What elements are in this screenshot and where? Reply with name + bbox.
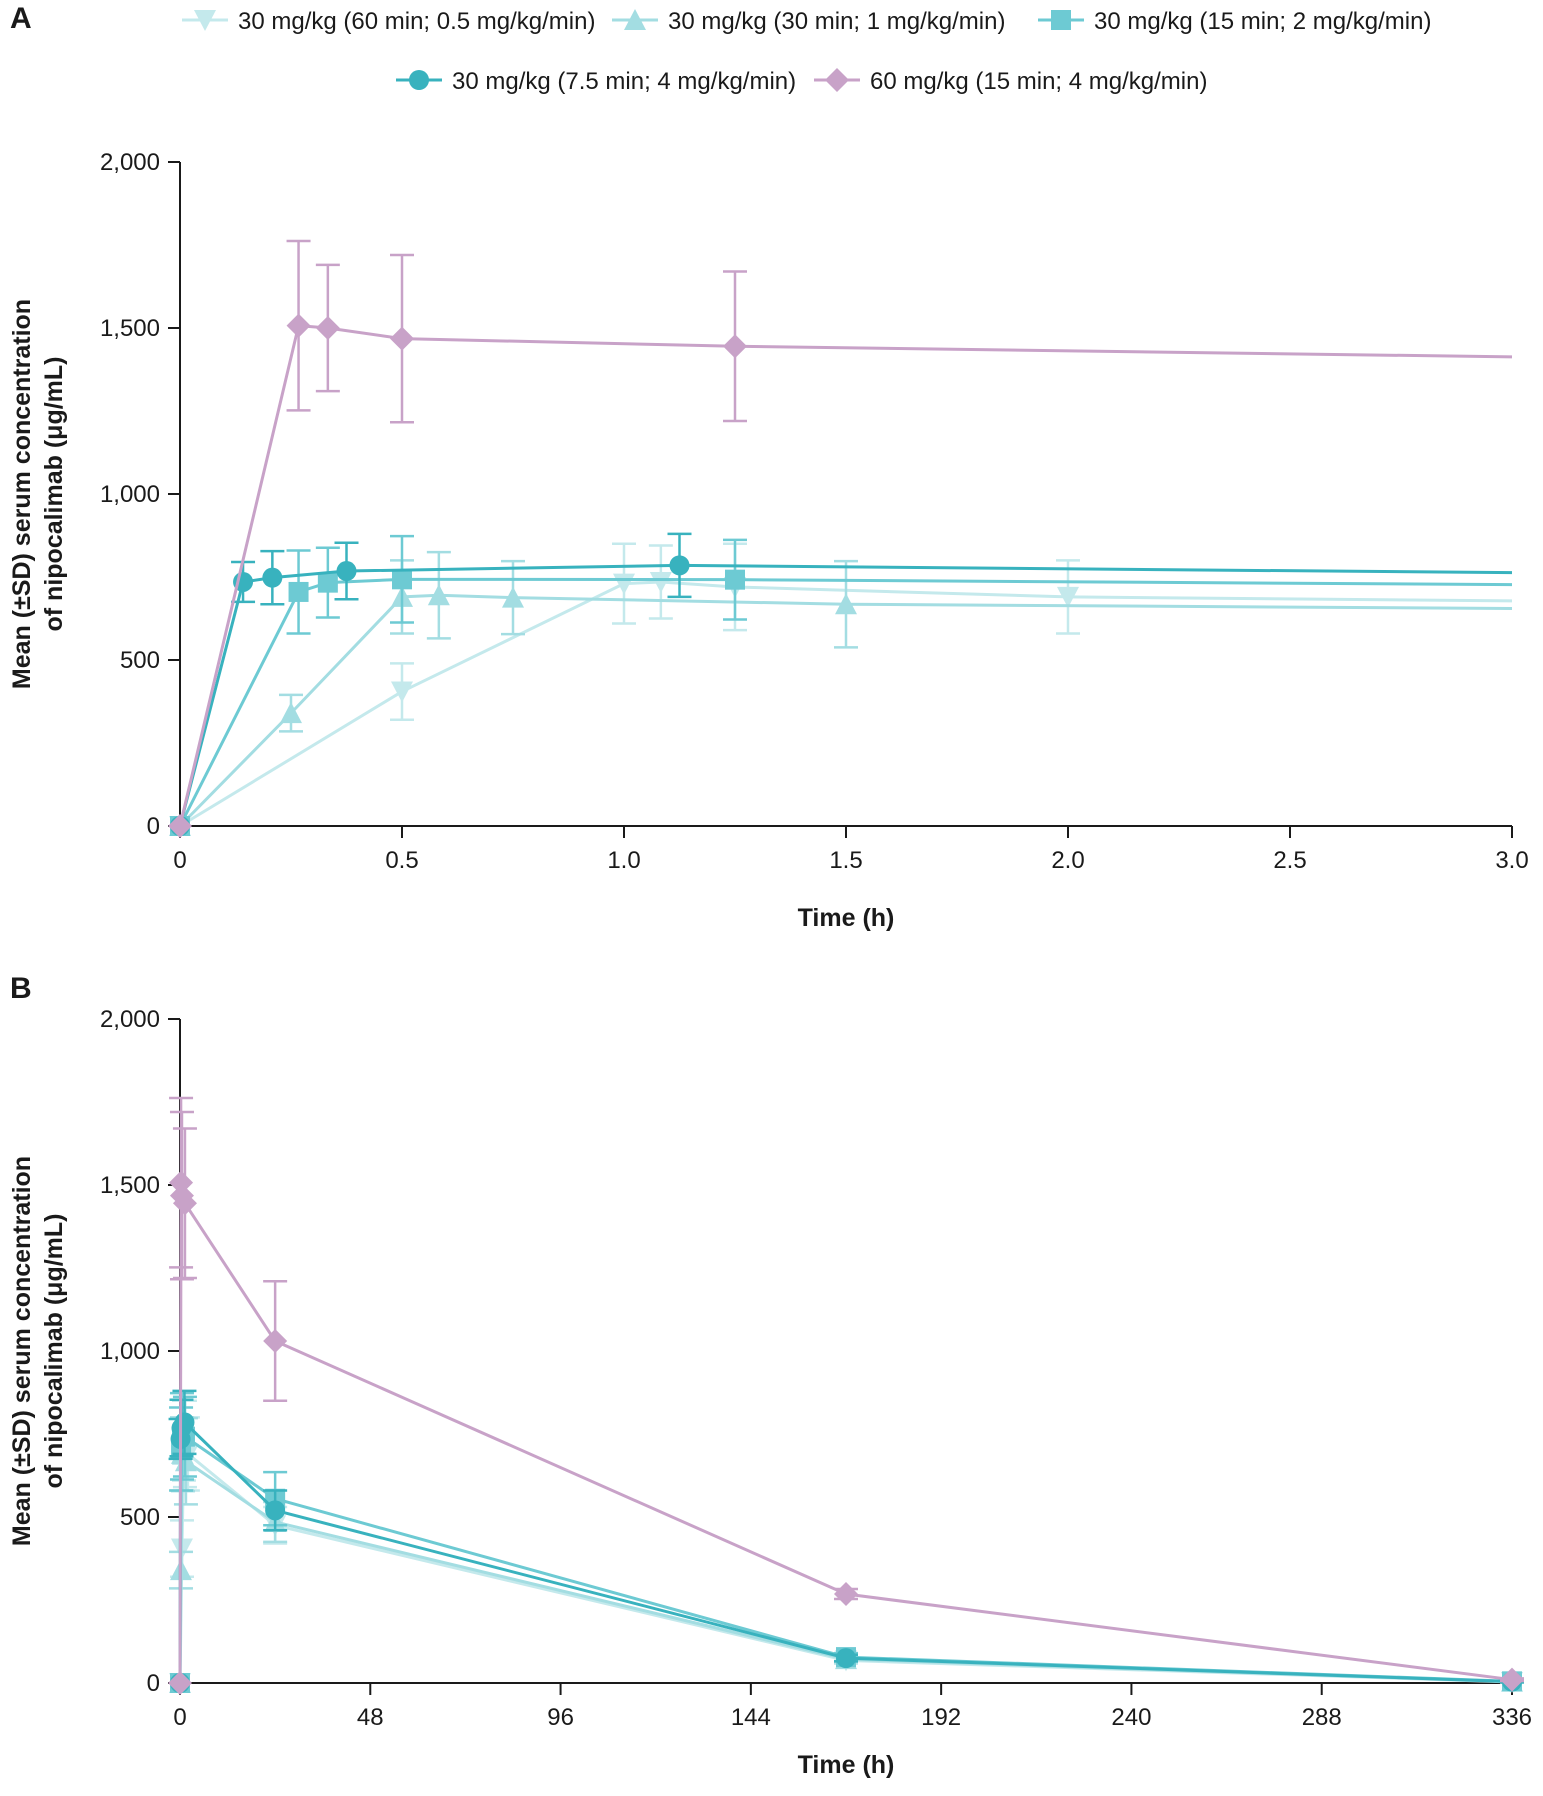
y-tick-label: 1,000 [100,481,160,508]
series-line [178,1439,1513,1684]
data-point [174,1412,195,1433]
x-tick-label: 0.5 [385,847,418,874]
x-axis-title-b: Time (h) [798,1751,895,1779]
circle-marker-icon [409,70,429,90]
data-point [391,681,413,703]
data-point [427,584,450,606]
x-tick-label: 0 [173,1704,186,1731]
diamond-marker-icon [825,68,849,92]
series-line [178,1181,1513,1684]
x-tick-label: 1.0 [607,847,640,874]
x-tick-label: 1.5 [829,847,862,874]
x-tick-label: 48 [357,1704,384,1731]
data-point [315,316,340,340]
x-tick-label: 2.0 [1051,847,1084,874]
series-2-a [169,550,1513,836]
y-tick-label: 1,000 [100,1338,160,1365]
x-tick-label: 288 [1302,1704,1342,1731]
data-point [336,561,357,582]
x-tick-label: 0 [173,847,186,874]
legend-item: 30 mg/kg (7.5 min; 4 mg/kg/min) [396,68,796,95]
data-point [1500,1667,1524,1692]
x-tick-label: 336 [1492,1704,1532,1731]
x-tick-label: 144 [731,1704,771,1731]
y-tick-label: 1,500 [100,315,160,342]
y-tick-label: 2,000 [100,149,160,176]
legend: 30 mg/kg (60 min; 0.5 mg/kg/min) 30 mg/kg… [182,8,1431,95]
y-tick-label: 0 [147,813,160,840]
data-point [392,569,412,590]
data-point [723,334,747,359]
x-tick-label: 96 [547,1704,574,1731]
legend-item: 30 mg/kg (30 min; 1 mg/kg/min) [612,8,1005,35]
data-point [286,313,311,338]
data-point [265,1500,286,1521]
data-point [169,1170,194,1195]
series-3-a [170,534,1513,836]
legend-item: 30 mg/kg (15 min; 2 mg/kg/min) [1038,8,1431,35]
data-point [725,569,745,590]
series-5-b [168,1096,1524,1695]
triangle-down-marker-icon [194,10,216,31]
x-tick-label: 192 [921,1704,961,1731]
series-line [178,563,1513,827]
y-tick-label: 1,500 [100,1172,160,1199]
series-line [178,1434,1513,1684]
data-point [317,572,338,593]
data-point [288,581,309,602]
panel-a-label: A [10,2,32,35]
legend-label: 30 mg/kg (30 min; 1 mg/kg/min) [668,8,1005,35]
x-tick-label: 2.5 [1273,847,1306,874]
legend-item: 30 mg/kg (60 min; 0.5 mg/kg/min) [182,8,595,35]
data-point [836,1648,856,1669]
series-line [178,577,1513,827]
data-point [834,1582,858,1607]
y-axis-title-a: Mean (±SD) serum concentration [8,299,36,689]
data-point [280,702,302,724]
data-point [262,567,283,588]
data-point [168,1671,192,1695]
y-tick-label: 0 [147,1670,160,1697]
panel-a-chart: A 0 500 1,000 1,500 2,000 0 0.5 1.0 1.5 2.0 2.5 3.0… [8,2,1529,932]
y-tick-label: 2,000 [100,1006,160,1033]
data-point [669,555,690,576]
data-point [1057,586,1079,608]
series-3-b [169,1391,1524,1693]
series-line [178,1420,1513,1684]
y-tick-label: 500 [120,647,160,674]
data-point [835,593,857,615]
data-point [172,1191,197,1216]
data-point [168,814,192,838]
y-axis-title-a-line2: of nipocalimab (μg/mL) [40,356,68,631]
triangle-up-marker-icon [624,9,646,30]
legend-label: 30 mg/kg (60 min; 0.5 mg/kg/min) [238,8,595,35]
legend-label: 30 mg/kg (7.5 min; 4 mg/kg/min) [452,68,796,95]
series-5-a [168,239,1513,838]
y-axis-title-b-line2: of nipocalimab (μg/mL) [40,1213,68,1488]
data-point [649,571,672,593]
y-axis-title-b: Mean (±SD) serum concentration [8,1156,36,1546]
square-marker-icon [1051,10,1071,30]
legend-item: 60 mg/kg (15 min; 4 mg/kg/min) [814,68,1207,95]
panel-b-chart: B 0 500 1,000 1,500 2,000 0 48 96 144 192 240 288 33… [8,972,1532,1779]
legend-label: 60 mg/kg (15 min; 4 mg/kg/min) [870,68,1207,95]
series-1-a [169,542,1513,837]
y-tick-label: 500 [120,1504,160,1531]
data-point [502,586,524,608]
data-point [263,1329,288,1354]
x-axis-title-a: Time (h) [798,904,895,932]
panel-b-label: B [10,972,32,1005]
legend-label: 30 mg/kg (15 min; 2 mg/kg/min) [1094,8,1431,35]
x-tick-label: 240 [1111,1704,1151,1731]
data-point [390,326,414,351]
x-tick-label: 3.0 [1495,847,1528,874]
series-line [178,324,1513,827]
